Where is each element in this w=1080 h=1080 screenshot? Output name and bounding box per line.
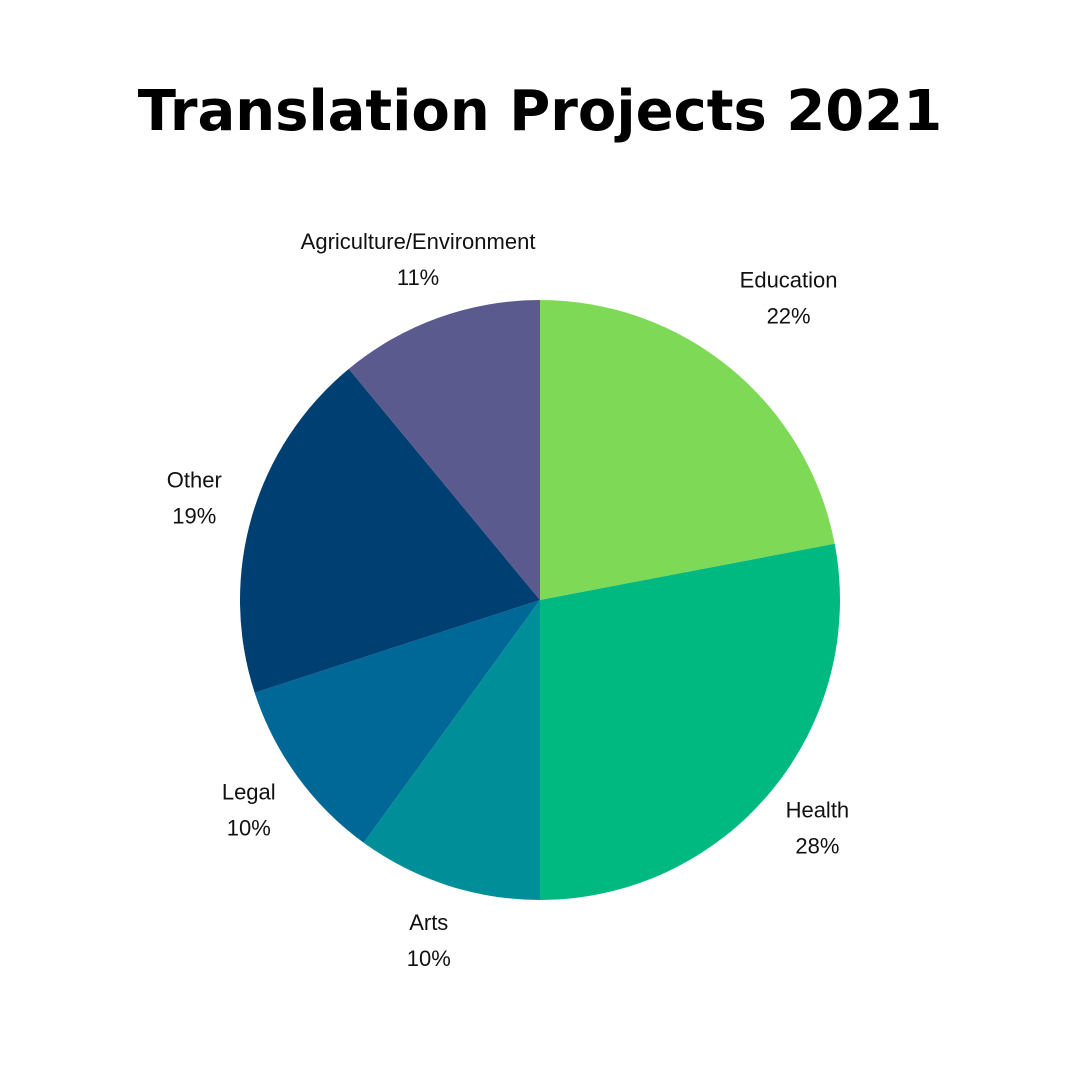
pie-slice bbox=[540, 543, 841, 900]
value-label: 10% bbox=[227, 815, 271, 840]
chart-title: Translation Projects 2021 bbox=[138, 79, 942, 144]
slice-label: Agriculture/Environment bbox=[301, 229, 536, 254]
pie: Education 22% Health 28% Arts 10% Legal 10% Othe… bbox=[167, 229, 849, 971]
value-label: 28% bbox=[795, 833, 839, 858]
value-label: 10% bbox=[407, 946, 451, 971]
slice-label: Education bbox=[740, 267, 838, 292]
slice-label: Health bbox=[786, 797, 850, 822]
value-label: 19% bbox=[172, 503, 216, 528]
pie-slice bbox=[348, 300, 540, 600]
pie-slice bbox=[363, 600, 540, 900]
slice-label: Other bbox=[167, 467, 222, 492]
slice-label: Arts bbox=[409, 910, 448, 935]
pie-slice bbox=[540, 300, 835, 600]
value-label: 11% bbox=[397, 265, 439, 290]
pie-slice bbox=[254, 600, 540, 843]
slice-label: Legal bbox=[222, 779, 276, 804]
pie-slice bbox=[239, 368, 540, 693]
value-label: 22% bbox=[767, 303, 811, 328]
